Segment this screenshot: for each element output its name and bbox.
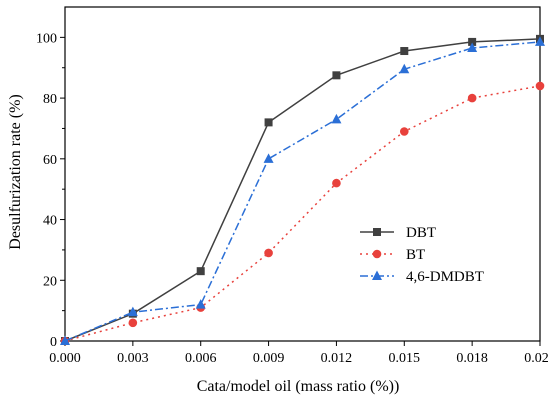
y-axis-title: Desulfurization rate (%) xyxy=(7,94,24,249)
legend-item: 4,6-DMDBT xyxy=(360,269,484,285)
x-tick-label: 0.009 xyxy=(253,351,285,366)
data-point xyxy=(535,36,545,46)
legend-label: DBT xyxy=(406,225,436,241)
data-point xyxy=(399,127,409,136)
data-point xyxy=(399,63,410,74)
data-point xyxy=(60,335,70,345)
legend-marker xyxy=(373,228,381,236)
x-tick-label: 0.006 xyxy=(185,351,217,366)
series-bt xyxy=(60,81,545,346)
data-point xyxy=(264,248,273,258)
legend-label: 4,6-DMDBT xyxy=(406,269,484,285)
legend-marker xyxy=(372,249,382,259)
x-tick-label: 0.012 xyxy=(321,351,353,366)
y-tick-label: 20 xyxy=(43,274,57,289)
data-point xyxy=(467,42,478,52)
legend-item: BT xyxy=(360,247,425,263)
data-point xyxy=(195,299,206,309)
legend-label: BT xyxy=(406,247,425,263)
x-tick-label: 0.018 xyxy=(456,351,488,366)
data-point xyxy=(468,37,477,46)
data-point xyxy=(535,81,545,91)
data-point xyxy=(128,318,138,328)
x-axis-title: Cata/model oil (mass ratio (%)) xyxy=(197,378,400,395)
y-tick-label: 40 xyxy=(43,214,57,229)
series-line xyxy=(64,85,541,342)
y-tick-label: 80 xyxy=(43,92,57,107)
x-tick-label: 0.021 xyxy=(524,351,550,366)
data-point xyxy=(400,47,409,56)
data-point xyxy=(332,71,341,80)
series-4-6-dmdbt xyxy=(60,36,545,345)
y-tick-label: 60 xyxy=(43,153,57,168)
series-line xyxy=(64,38,541,342)
x-tick-label: 0.003 xyxy=(117,351,149,366)
series-dbt xyxy=(61,34,544,345)
data-point xyxy=(196,267,205,276)
series-line xyxy=(64,41,541,342)
y-tick-label: 0 xyxy=(50,335,57,350)
legend-item: DBT xyxy=(360,225,436,241)
data-point xyxy=(263,153,274,163)
y-tick-label: 100 xyxy=(36,31,57,46)
plot-frame xyxy=(64,6,541,342)
data-point xyxy=(467,93,477,103)
x-tick-label: 0.000 xyxy=(49,351,81,366)
data-point xyxy=(332,178,341,188)
x-tick-label: 0.015 xyxy=(389,351,421,366)
data-point xyxy=(127,306,138,317)
data-point xyxy=(264,118,273,127)
legend-marker xyxy=(372,270,382,280)
data-point xyxy=(331,113,342,124)
